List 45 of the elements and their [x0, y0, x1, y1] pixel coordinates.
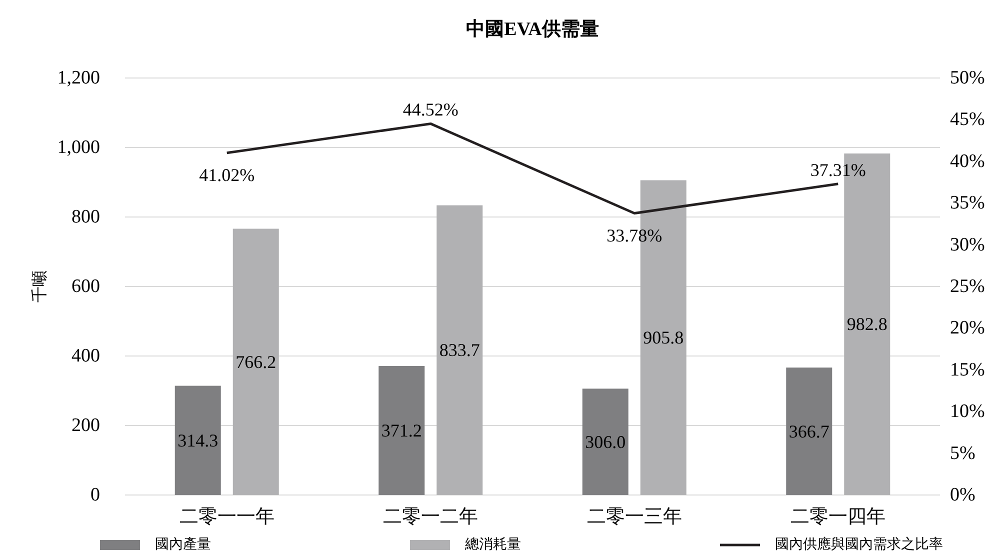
legend-label: 總消耗量 — [464, 536, 521, 552]
y2-tick-label: 40% — [950, 150, 985, 172]
y-tick-label: 1,000 — [57, 137, 100, 158]
y-tick-label: 1,200 — [57, 68, 100, 88]
bar — [232, 228, 279, 495]
legend-label: 國內供應與國內需求之比率 — [775, 536, 943, 552]
x-tick-label: 二零一三年 — [586, 506, 682, 528]
y-tick-label: 400 — [72, 346, 100, 366]
y2-tick-label: 50% — [950, 68, 985, 88]
x-tick-label: 二零一四年 — [790, 506, 886, 528]
data-label: 306.0 — [585, 432, 626, 452]
data-label: 366.7 — [788, 421, 830, 442]
data-label: 33.78% — [606, 225, 662, 246]
chart-title: 中國EVA供需量 — [466, 18, 599, 40]
bar — [174, 386, 221, 495]
legend-label: 國內產量 — [155, 536, 211, 552]
data-label: 833.7 — [439, 340, 480, 360]
bar — [378, 366, 425, 495]
y2-tick-label: 15% — [950, 359, 985, 380]
y2-tick-label: 30% — [950, 234, 985, 256]
y2-tick-label: 10% — [950, 401, 985, 422]
bar — [436, 205, 483, 495]
y2-tick-label: 25% — [950, 276, 985, 297]
bar — [582, 388, 628, 495]
y2-tick-label: 5% — [950, 442, 976, 464]
y-tick-label: 600 — [72, 276, 100, 297]
y2-tick-label: 20% — [950, 318, 985, 339]
data-label: 314.3 — [178, 430, 218, 450]
y-tick-label: 200 — [72, 415, 100, 436]
data-label: 371.2 — [381, 420, 422, 441]
y-tick-label: 0 — [90, 484, 100, 506]
data-label: 37.31% — [810, 160, 866, 180]
data-label: 766.2 — [236, 352, 276, 372]
x-tick-label: 二零一一年 — [179, 506, 274, 528]
y2-tick-label: 35% — [950, 192, 985, 214]
data-label: 982.8 — [846, 314, 888, 334]
y-axis-title: 千噸 — [30, 270, 48, 302]
data-label: 44.52% — [402, 100, 458, 120]
x-tick-label: 二零一二年 — [383, 506, 478, 528]
y2-tick-label: 0% — [950, 484, 976, 506]
y2-tick-label: 45% — [950, 109, 985, 130]
data-label: 905.8 — [643, 328, 684, 348]
data-label: 41.02% — [199, 164, 255, 185]
y-tick-label: 800 — [72, 206, 100, 228]
bar — [786, 368, 832, 495]
